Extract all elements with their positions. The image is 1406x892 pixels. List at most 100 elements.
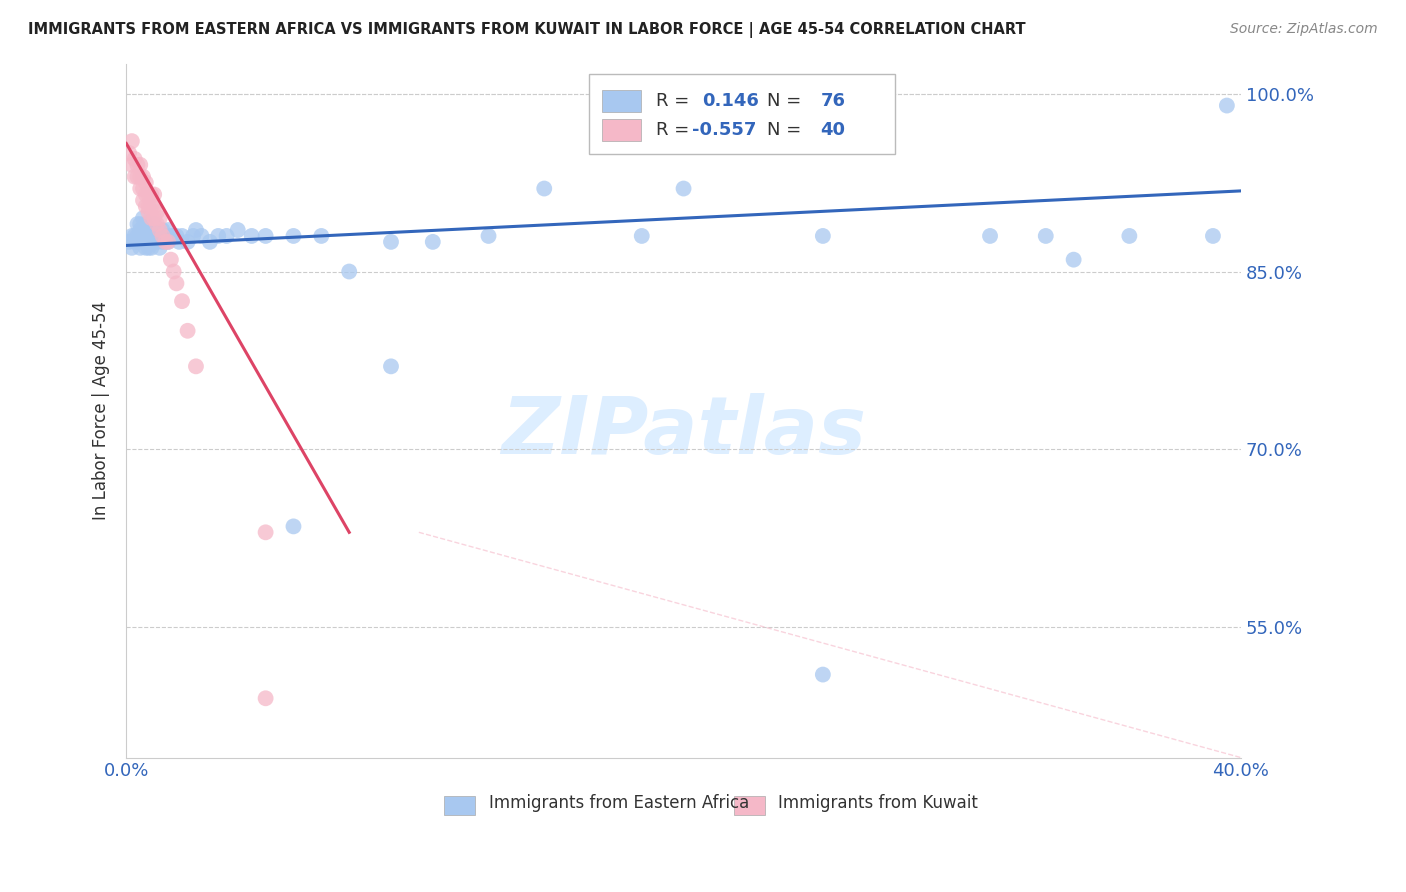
Point <box>141 187 163 202</box>
Text: R =: R = <box>655 121 695 139</box>
Point <box>127 235 149 249</box>
FancyBboxPatch shape <box>589 74 896 154</box>
Text: ZIPatlas: ZIPatlas <box>501 392 866 471</box>
Point <box>135 176 157 190</box>
Point <box>135 199 157 213</box>
Point <box>132 229 155 244</box>
Point <box>138 217 160 231</box>
Text: 76: 76 <box>821 92 845 110</box>
Point <box>129 223 152 237</box>
Point <box>190 229 212 244</box>
Point <box>135 229 157 244</box>
Point <box>129 241 152 255</box>
Point <box>157 235 180 249</box>
Point <box>254 691 277 706</box>
Point <box>146 217 169 231</box>
Point <box>181 229 204 244</box>
Point <box>132 169 155 184</box>
Point <box>132 211 155 226</box>
Point <box>124 235 146 249</box>
Text: Immigrants from Eastern Africa: Immigrants from Eastern Africa <box>488 794 749 812</box>
Point <box>149 223 172 237</box>
Point <box>124 229 146 244</box>
Point <box>146 229 169 244</box>
Point <box>138 241 160 255</box>
Point <box>135 187 157 202</box>
Point <box>337 264 360 278</box>
Point <box>127 229 149 244</box>
Point <box>129 229 152 244</box>
Point <box>141 235 163 249</box>
Point <box>132 223 155 237</box>
Point <box>380 235 402 249</box>
Point <box>152 223 174 237</box>
Point <box>121 241 143 255</box>
Point <box>143 187 166 202</box>
Point <box>422 235 444 249</box>
FancyBboxPatch shape <box>444 796 475 815</box>
Point <box>160 229 183 244</box>
Point <box>135 217 157 231</box>
Point <box>1063 252 1085 267</box>
Point <box>1202 229 1225 244</box>
Point <box>170 294 193 309</box>
Point <box>1118 229 1140 244</box>
Point <box>152 235 174 249</box>
Point <box>283 229 305 244</box>
Point <box>184 223 207 237</box>
Point <box>124 152 146 166</box>
Point <box>155 235 177 249</box>
Point <box>240 229 263 244</box>
Point <box>135 241 157 255</box>
Point <box>630 229 652 244</box>
Point <box>143 211 166 226</box>
Point <box>152 229 174 244</box>
Point <box>207 229 229 244</box>
Point <box>198 235 221 249</box>
Point <box>149 229 172 244</box>
Point <box>254 229 277 244</box>
Point <box>143 199 166 213</box>
Point <box>149 211 172 226</box>
Point <box>129 158 152 172</box>
Point <box>283 519 305 533</box>
Point <box>118 145 141 160</box>
Point <box>132 181 155 195</box>
Point <box>146 235 169 249</box>
Point <box>170 229 193 244</box>
Point <box>184 359 207 374</box>
Point <box>141 229 163 244</box>
Point <box>672 181 695 195</box>
Point <box>118 235 141 249</box>
Point <box>380 359 402 374</box>
Point <box>143 235 166 249</box>
Point <box>254 525 277 540</box>
Point <box>157 235 180 249</box>
Point <box>1035 229 1057 244</box>
Point <box>811 229 834 244</box>
Point <box>141 241 163 255</box>
Point <box>176 235 198 249</box>
Point <box>141 199 163 213</box>
Point <box>129 217 152 231</box>
Point <box>141 217 163 231</box>
Text: Source: ZipAtlas.com: Source: ZipAtlas.com <box>1230 22 1378 37</box>
Point <box>146 205 169 219</box>
Point <box>167 235 190 249</box>
Point <box>160 252 183 267</box>
Point <box>311 229 333 244</box>
Point <box>143 217 166 231</box>
FancyBboxPatch shape <box>602 119 641 141</box>
Point <box>176 324 198 338</box>
Point <box>127 217 149 231</box>
FancyBboxPatch shape <box>602 90 641 112</box>
Point <box>138 229 160 244</box>
Point <box>155 229 177 244</box>
Point <box>121 134 143 148</box>
Point <box>141 211 163 226</box>
Point <box>163 229 186 244</box>
Point <box>138 199 160 213</box>
Point <box>121 229 143 244</box>
Point <box>166 277 188 291</box>
Point <box>149 241 172 255</box>
